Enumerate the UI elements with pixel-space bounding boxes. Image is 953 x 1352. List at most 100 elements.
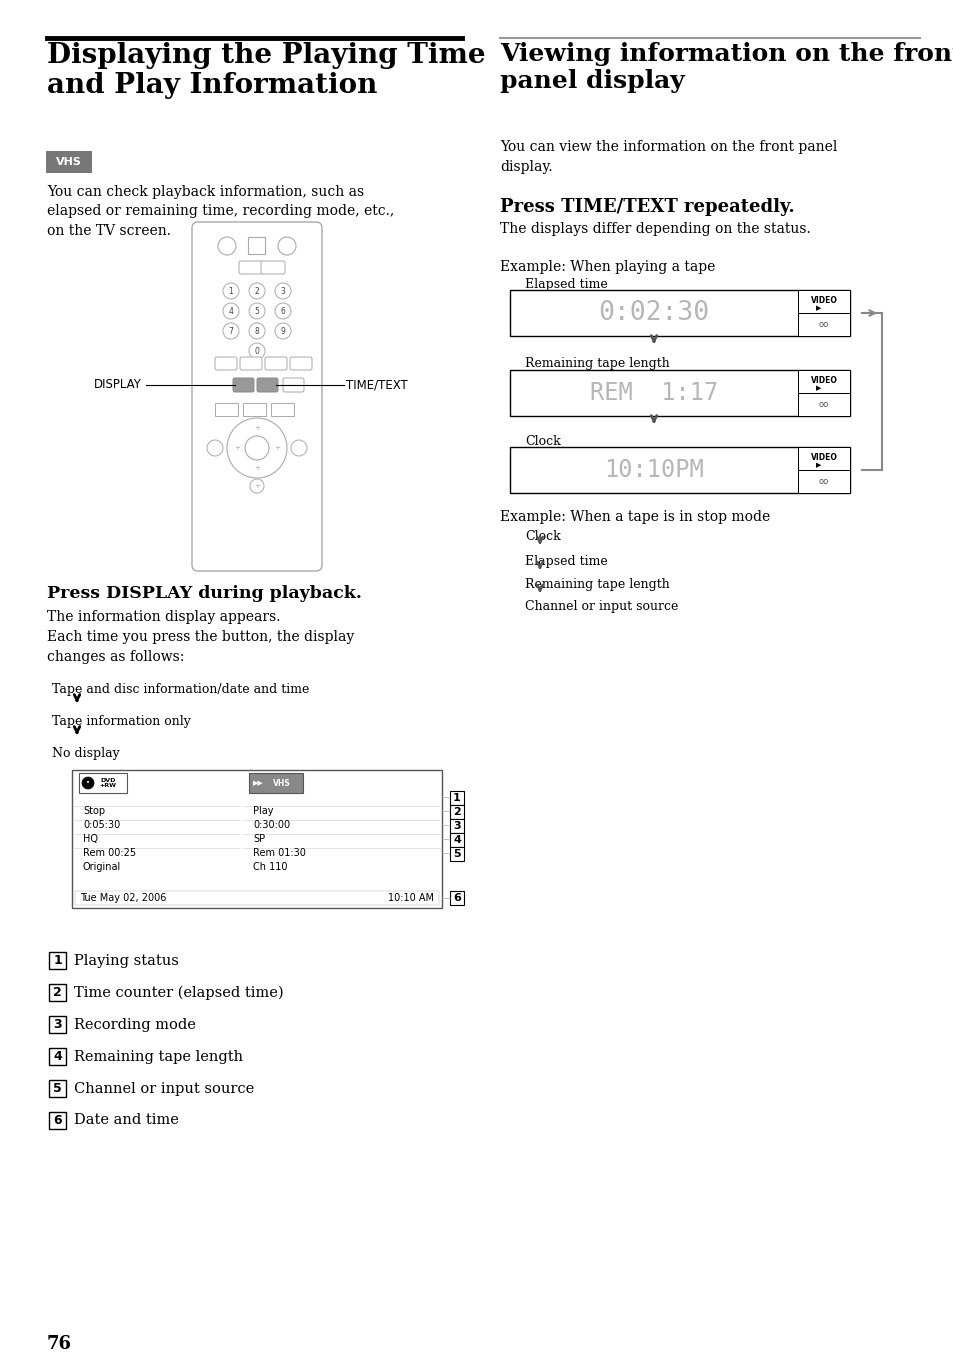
Bar: [797, 470, 849, 493]
Text: ▶: ▶: [816, 462, 821, 468]
FancyBboxPatch shape: [233, 379, 253, 392]
Text: Rem 00:25: Rem 00:25: [83, 848, 136, 859]
Text: SP: SP: [253, 834, 265, 844]
Text: 5: 5: [53, 1082, 62, 1095]
Text: Tape and disc information/date and time: Tape and disc information/date and time: [52, 683, 309, 696]
Text: 0:30:00: 0:30:00: [253, 821, 290, 830]
Text: Elapsed time: Elapsed time: [524, 279, 607, 291]
Text: Channel or input source: Channel or input source: [524, 600, 678, 612]
Text: +: +: [233, 445, 240, 452]
Text: Rem 01:30: Rem 01:30: [253, 848, 306, 859]
Text: 3: 3: [53, 1018, 62, 1032]
Text: Remaining tape length: Remaining tape length: [74, 1049, 243, 1064]
Text: 4: 4: [453, 836, 460, 845]
Text: 1: 1: [453, 794, 460, 803]
Text: 3: 3: [453, 821, 460, 831]
Text: VIDEO: VIDEO: [810, 453, 837, 461]
Text: oo: oo: [818, 320, 828, 329]
Circle shape: [249, 283, 265, 299]
Text: VIDEO: VIDEO: [810, 376, 837, 384]
FancyBboxPatch shape: [239, 261, 263, 274]
Circle shape: [249, 303, 265, 319]
Text: 0: 0: [254, 346, 259, 356]
Circle shape: [274, 283, 291, 299]
Text: Example: When playing a tape: Example: When playing a tape: [499, 260, 715, 274]
Text: Remaining tape length: Remaining tape length: [524, 579, 669, 591]
Bar: [797, 370, 849, 393]
Text: ▶▶: ▶▶: [253, 780, 263, 786]
Text: TIME/TEXT: TIME/TEXT: [346, 379, 407, 392]
Circle shape: [207, 439, 223, 456]
Bar: [243, 403, 266, 416]
Text: Playing status: Playing status: [74, 953, 179, 968]
Text: +: +: [274, 445, 279, 452]
Text: 3: 3: [280, 287, 285, 296]
Text: DVD
+RW: DVD +RW: [99, 777, 116, 788]
Circle shape: [250, 479, 264, 493]
Bar: [450, 833, 463, 846]
Text: Remaining tape length: Remaining tape length: [524, 357, 669, 370]
Text: 0:05:30: 0:05:30: [83, 821, 120, 830]
Text: •: •: [86, 780, 90, 786]
Bar: [71, 771, 441, 909]
Text: +: +: [253, 425, 259, 431]
Text: The displays differ depending on the status.: The displays differ depending on the sta…: [499, 222, 810, 237]
Bar: [49, 1111, 66, 1129]
Circle shape: [274, 303, 291, 319]
Text: Tape information only: Tape information only: [52, 715, 191, 727]
Circle shape: [223, 323, 239, 339]
Text: 2: 2: [254, 287, 259, 296]
Text: 76: 76: [47, 1334, 71, 1352]
Text: Channel or input source: Channel or input source: [74, 1082, 254, 1095]
Text: You can check playback information, such as
elapsed or remaining time, recording: You can check playback information, such…: [47, 185, 394, 238]
Text: oo: oo: [818, 400, 828, 410]
Text: 7: 7: [229, 326, 233, 335]
Text: 0:02:30: 0:02:30: [598, 300, 709, 326]
Text: Clock: Clock: [524, 530, 560, 544]
Text: Elapsed time: Elapsed time: [524, 556, 607, 568]
Bar: [49, 1015, 66, 1033]
Circle shape: [274, 323, 291, 339]
Bar: [450, 846, 463, 861]
Text: Ch 110: Ch 110: [253, 863, 288, 872]
Bar: [75, 891, 438, 904]
Text: ▶: ▶: [816, 385, 821, 391]
Bar: [49, 1080, 66, 1096]
Text: VHS: VHS: [56, 157, 82, 168]
Circle shape: [245, 435, 269, 460]
FancyBboxPatch shape: [46, 151, 91, 173]
Text: VHS: VHS: [274, 779, 291, 787]
Bar: [49, 984, 66, 1000]
Text: Original: Original: [83, 863, 121, 872]
Bar: [797, 393, 849, 416]
Text: 6: 6: [280, 307, 285, 315]
Bar: [248, 237, 265, 254]
Text: +: +: [253, 483, 259, 489]
FancyBboxPatch shape: [79, 773, 127, 794]
Text: 4: 4: [53, 1051, 62, 1063]
Bar: [510, 370, 849, 416]
Circle shape: [249, 343, 265, 360]
Text: Viewing information on the front
panel display: Viewing information on the front panel d…: [499, 42, 953, 93]
Text: 5: 5: [254, 307, 259, 315]
FancyBboxPatch shape: [249, 773, 303, 794]
Bar: [450, 791, 463, 804]
Text: The information display appears.
Each time you press the button, the display
cha: The information display appears. Each ti…: [47, 610, 354, 664]
Text: Press DISPLAY during playback.: Press DISPLAY during playback.: [47, 585, 361, 602]
FancyBboxPatch shape: [192, 222, 322, 571]
Text: REM  1:17: REM 1:17: [589, 381, 718, 406]
Text: No display: No display: [52, 748, 120, 760]
Text: Displaying the Playing Time
and Play Information: Displaying the Playing Time and Play Inf…: [47, 42, 485, 99]
FancyBboxPatch shape: [240, 357, 262, 370]
Text: You can view the information on the front panel
display.: You can view the information on the fron…: [499, 141, 837, 173]
Text: HQ: HQ: [83, 834, 98, 844]
Text: 1: 1: [53, 955, 62, 967]
Text: 5: 5: [453, 849, 460, 859]
Text: 2: 2: [53, 986, 62, 999]
Bar: [797, 448, 849, 470]
Circle shape: [223, 303, 239, 319]
Text: Press TIME/TEXT repeatedly.: Press TIME/TEXT repeatedly.: [499, 197, 794, 216]
Circle shape: [277, 237, 295, 256]
FancyBboxPatch shape: [283, 379, 304, 392]
FancyBboxPatch shape: [265, 357, 287, 370]
